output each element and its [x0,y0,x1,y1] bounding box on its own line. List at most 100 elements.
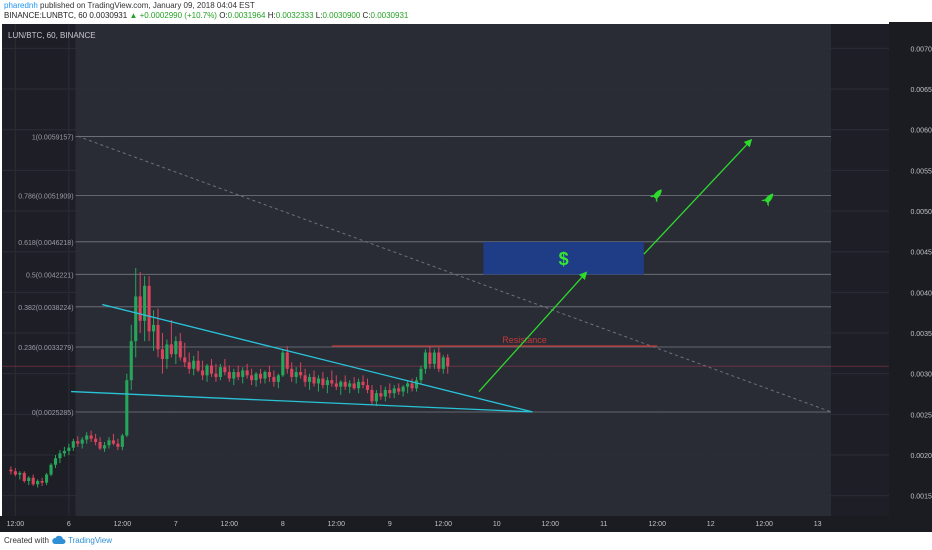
candle-body [299,372,303,376]
x-tick-label: 12:00 [541,521,559,528]
high-value: 0.0032333 [275,11,314,20]
candle [58,450,62,464]
tradingview-brand[interactable]: TradingView [68,536,113,545]
y-tick-label: 0.0045000 [910,250,932,257]
candle-body [9,469,13,472]
candle-body [160,349,165,360]
candle [254,372,258,387]
candle [31,474,35,486]
x-tick-label: 12:00 [648,521,666,528]
candle-body [49,464,53,475]
candle [85,432,89,444]
candle [102,441,107,452]
x-tick-label: 12:00 [435,521,453,528]
candle [76,436,80,447]
candle-body [58,453,62,459]
x-tick-label: 9 [388,521,392,528]
candle-body [446,357,450,367]
candle [414,376,419,392]
candle [209,359,214,377]
chart-container[interactable]: 1(0.0059157) 0.786(0.0051909) 0.618(0.0046… [0,22,932,532]
rocket-fins [649,195,658,203]
candle [312,370,316,387]
x-tick-label: 11 [600,521,607,528]
x-tick-label: 12:00 [328,521,346,528]
candle-body [370,389,374,402]
candle [419,365,423,384]
price-change-value: +0.0002990 (+10.7%) [139,11,217,20]
lower-trendline [71,390,533,413]
projection-arrow-1 [478,271,588,393]
candle-body [67,447,71,451]
candle-body [27,477,31,482]
candle-body [303,375,307,382]
candle [49,463,53,477]
candle-body [383,389,387,397]
candle-body [102,445,107,449]
candle [138,272,142,334]
candle [272,370,276,387]
candle [201,360,205,381]
candle-body [428,352,432,364]
candle-body [53,458,58,465]
candle-body [316,378,321,384]
candle [22,471,26,483]
candle-body [250,375,254,381]
candle [236,365,240,381]
candle-body [348,383,352,387]
candle-body [125,380,129,436]
candle-body [120,435,124,447]
candle-body [116,443,120,447]
candle [383,386,387,402]
candle-body [241,370,245,377]
candle-body [423,352,428,369]
candle-body [80,439,84,444]
symbol-interval: BINANCE:LUNBTC, 60 [4,11,88,20]
x-tick-label: 12:00 [221,521,239,528]
price-axis-panel [889,22,932,532]
candle [446,354,450,374]
candle-body [365,385,370,390]
candle-body [357,381,361,389]
candle-body [379,393,383,397]
candle [374,389,378,407]
candle-body [312,376,316,384]
candle-body [281,352,285,376]
y-tick-label: 0.0035000 [910,331,932,338]
x-tick-label: 13 [814,521,822,528]
created-with-text: Created with [4,536,49,545]
author-link[interactable]: pharednh [4,1,38,10]
candle [89,430,93,442]
candle [45,472,49,486]
candle-body [334,383,338,387]
price-change: ▲ +0.0002990 (+10.7%) [129,11,217,20]
candle-body [201,370,205,376]
candle [357,378,361,394]
candle [316,375,321,392]
candle [40,477,44,486]
candle [107,437,111,449]
shaded-range [75,24,832,516]
candle [303,368,307,387]
candle [143,276,147,342]
candle-body [36,481,40,485]
candle-body [272,376,276,382]
y-tick-label: 0.0015000 [910,494,932,501]
candle [370,385,374,405]
y-tick-label: 0.0040000 [910,290,932,297]
candle [183,342,187,368]
candle [18,471,22,480]
candle-body [361,381,365,386]
tradingview-cloud-icon [52,535,66,544]
candlestick-chart[interactable]: 1(0.0059157) 0.786(0.0051909) 0.618(0.0046… [0,22,932,532]
candle [165,339,169,369]
candle [36,479,40,488]
candle-body [89,435,93,439]
candle [258,368,263,384]
fib-level-label: 0.5(0.0042221) [26,272,73,279]
candle [263,370,267,384]
candle [205,363,209,382]
candle-body [441,357,445,369]
candle [339,380,343,395]
x-tick-label: 7 [174,521,178,528]
